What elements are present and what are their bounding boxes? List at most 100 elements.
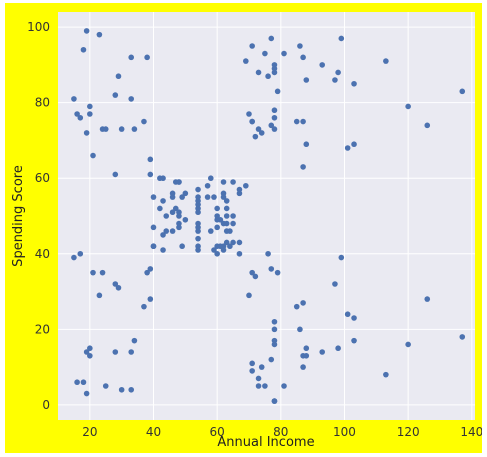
data-point	[252, 273, 259, 280]
data-point	[160, 247, 166, 253]
data-point	[71, 254, 77, 261]
data-point	[335, 69, 341, 76]
data-point	[274, 88, 281, 95]
data-point	[160, 175, 166, 182]
data-point	[252, 133, 259, 140]
data-point	[332, 281, 338, 287]
data-point	[207, 175, 214, 182]
data-point	[147, 296, 154, 302]
x-tick-label: 20	[82, 425, 97, 439]
data-point	[147, 156, 154, 163]
data-point	[293, 118, 300, 125]
data-point	[220, 243, 227, 250]
data-point	[128, 54, 135, 61]
data-point	[223, 220, 230, 227]
x-axis-label: Annual Income	[217, 435, 314, 450]
data-point	[80, 46, 87, 53]
data-point	[141, 303, 147, 310]
data-point	[424, 122, 431, 129]
data-point	[128, 349, 135, 355]
x-tick-label: 60	[210, 425, 225, 439]
data-point	[147, 266, 154, 272]
data-point	[344, 311, 351, 318]
data-point	[71, 96, 77, 102]
data-point	[246, 111, 252, 117]
data-point	[459, 334, 466, 340]
data-point	[271, 65, 278, 72]
data-point	[118, 126, 125, 132]
data-point	[271, 326, 278, 333]
data-point	[424, 296, 431, 302]
data-point	[217, 216, 224, 223]
data-point	[179, 194, 185, 200]
data-point	[255, 126, 262, 132]
data-point	[195, 209, 201, 216]
data-point	[293, 303, 300, 310]
data-point	[271, 341, 278, 348]
data-point	[80, 379, 87, 386]
data-point	[223, 239, 230, 246]
data-point	[281, 383, 287, 389]
data-point	[176, 179, 182, 185]
data-point	[303, 141, 310, 148]
data-point	[249, 368, 255, 374]
data-point	[87, 352, 93, 359]
data-point	[207, 228, 214, 234]
data-point	[297, 43, 303, 49]
data-point	[112, 92, 119, 98]
data-point	[157, 205, 163, 212]
data-point	[115, 284, 122, 291]
data-point	[176, 224, 182, 231]
scatter-chart: 20 40 60 80 100 120 140 0 20 40 60 80 100 Annual In…	[11, 12, 482, 450]
y-tick-label: 60	[35, 171, 50, 185]
data-point	[268, 266, 275, 272]
data-point	[195, 194, 201, 200]
x-tick-label: 40	[146, 425, 161, 439]
data-point	[271, 318, 278, 325]
data-point	[335, 345, 341, 352]
data-points	[71, 28, 466, 404]
data-point	[150, 224, 157, 231]
data-point	[246, 292, 252, 299]
data-point	[274, 269, 281, 276]
data-point	[182, 190, 189, 197]
data-point	[258, 364, 265, 370]
data-point	[303, 77, 310, 83]
data-point	[83, 349, 90, 355]
data-point	[118, 386, 125, 393]
data-point	[249, 360, 255, 367]
data-point	[211, 194, 217, 200]
data-point	[255, 375, 262, 382]
y-tick-label: 20	[35, 322, 50, 336]
data-point	[214, 250, 220, 257]
data-point	[87, 103, 93, 110]
data-point	[112, 171, 119, 178]
data-point	[405, 103, 411, 110]
data-point	[271, 398, 278, 404]
data-point	[195, 220, 201, 227]
data-point	[344, 145, 351, 151]
data-point	[243, 182, 249, 189]
data-point	[179, 243, 185, 250]
data-point	[96, 31, 103, 38]
data-point	[169, 228, 176, 234]
data-point	[87, 345, 93, 352]
chart-frame: 20 40 60 80 100 120 140 0 20 40 60 80 100 Annual In…	[5, 3, 482, 453]
data-point	[214, 224, 220, 231]
data-point	[300, 118, 306, 125]
data-point	[99, 269, 106, 276]
data-point	[195, 235, 201, 242]
data-point	[115, 73, 122, 80]
data-point	[102, 383, 109, 389]
data-point	[297, 326, 303, 333]
data-point	[351, 141, 357, 148]
data-point	[163, 228, 170, 234]
data-point	[227, 228, 233, 234]
data-point	[271, 107, 278, 114]
y-tick-label: 80	[35, 96, 50, 110]
data-point	[230, 179, 236, 185]
data-point	[87, 111, 93, 117]
y-tick-labels: 0 20 40 60 80 100	[27, 20, 50, 412]
data-point	[255, 69, 262, 76]
data-point	[236, 190, 243, 197]
